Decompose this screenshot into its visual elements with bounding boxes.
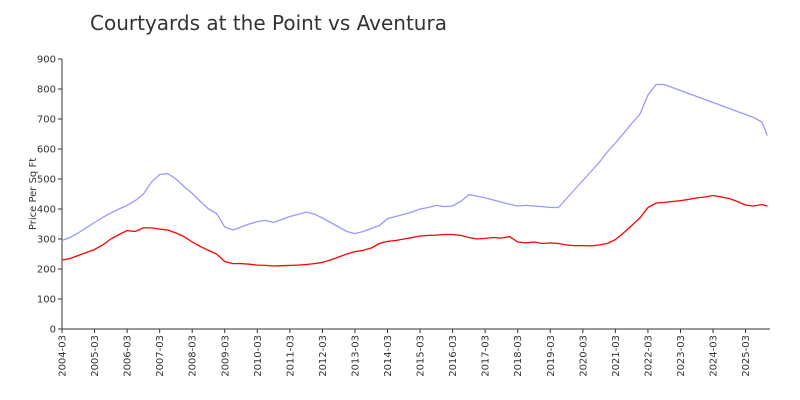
y-tick-label: 900 (37, 55, 56, 66)
y-tick-label: 100 (37, 295, 56, 306)
x-tick-label: 2006-03 (123, 335, 134, 377)
x-tick-label: 2013-03 (350, 335, 361, 377)
y-tick-label: 0 (50, 325, 56, 336)
x-tick-label: 2018-03 (513, 335, 524, 377)
y-axis-label: Price Per Sq Ft (28, 158, 39, 230)
x-tick-label: 2009-03 (220, 335, 231, 377)
x-tick-label: 2019-03 (546, 335, 557, 377)
y-tick-label: 700 (37, 115, 56, 126)
x-tick-label: 2008-03 (188, 335, 199, 377)
x-tick-label: 2007-03 (155, 335, 166, 377)
x-tick-label: 2025-03 (741, 335, 752, 377)
y-tick-label: 600 (37, 145, 56, 156)
x-tick-label: 2016-03 (448, 335, 459, 377)
y-tick-label: 800 (37, 85, 56, 96)
series-line (61, 194, 768, 267)
x-tick-label: 2024-03 (709, 335, 720, 377)
x-tick-label: 2014-03 (383, 335, 394, 377)
y-tick-label: 200 (37, 265, 56, 276)
x-tick-label: 2005-03 (90, 335, 101, 377)
series-line (61, 83, 768, 242)
x-tick-label: 2022-03 (643, 335, 654, 377)
x-tick-label: 2017-03 (481, 335, 492, 377)
x-tick-label: 2020-03 (578, 335, 589, 377)
x-tick-label: 2010-03 (253, 335, 264, 377)
x-tick-label: 2011-03 (285, 335, 296, 377)
x-tick-label: 2015-03 (416, 335, 427, 377)
chart-title: Courtyards at the Point vs Aventura (90, 11, 447, 35)
x-tick-label: 2004-03 (58, 335, 69, 377)
y-tick-label: 500 (37, 175, 56, 186)
x-tick-label: 2021-03 (611, 335, 622, 377)
y-tick-label: 400 (37, 205, 56, 216)
x-tick-label: 2023-03 (676, 335, 687, 377)
x-tick-label: 2012-03 (318, 335, 329, 377)
y-tick-label: 300 (37, 235, 56, 246)
